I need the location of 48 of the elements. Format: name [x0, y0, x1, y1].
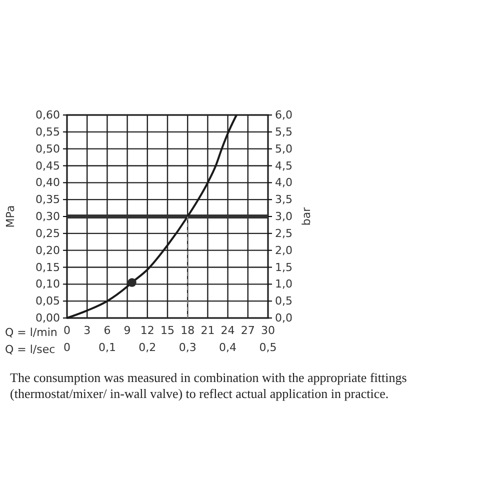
y-tick-label: 0,00: [36, 312, 60, 325]
x2-tick-label: 0,2: [138, 340, 156, 354]
y2-tick-label: 4,5: [275, 159, 292, 172]
x-tick-label: 21: [200, 324, 215, 337]
x2-tick-label: 0,3: [178, 340, 196, 354]
x2-axis-title: Q = l/sec: [5, 343, 56, 356]
y2-tick-label: 6,0: [275, 108, 292, 122]
y2-axis-title: bar: [300, 206, 313, 226]
y-tick-label: 0,35: [36, 193, 60, 206]
x-tick-label: 30: [261, 324, 275, 337]
y2-tick-label: 1,0: [275, 278, 292, 291]
y-tick-label: 0,20: [36, 244, 60, 257]
y2-tick-label: 3,5: [275, 193, 292, 206]
y-axis-title: MPa: [4, 205, 17, 228]
y-tick-label: 0,05: [36, 294, 60, 308]
y-tick-label: 0,40: [36, 176, 60, 190]
y2-tick-label: 4,0: [275, 176, 292, 190]
x-tick-label: 3: [84, 324, 91, 337]
y2-tick-label: 5,5: [275, 125, 292, 138]
x-tick-label: 18: [180, 324, 195, 337]
x-tick-label: 9: [124, 324, 131, 337]
y2-tick-label: 3,0: [275, 210, 292, 224]
y2-tick-label: 0,0: [275, 312, 292, 325]
y-tick-label: 0,15: [36, 260, 60, 274]
y-tick-label: 0,45: [36, 159, 60, 172]
x2-tick-label: 0,1: [98, 340, 116, 354]
text: The consumption was measured in combination with the appropriate fittings (thermostat/mixer/ in-wall valve) to reflect actual application in practice.: [10, 370, 408, 402]
y2-tick-label: 1,5: [275, 260, 292, 274]
x2-tick-label: 0,5: [259, 340, 277, 354]
x-tick-label: 24: [220, 324, 235, 337]
y2-tick-label: 0,5: [275, 294, 292, 308]
x2-tick-label: 0: [64, 340, 70, 354]
x-tick-label: 0: [64, 324, 70, 337]
x-tick-label: 15: [160, 324, 174, 337]
y-tick-label: 0,10: [36, 278, 60, 291]
y2-tick-label: 2,5: [275, 226, 292, 240]
y-tick-label: 0,50: [36, 142, 60, 156]
x-tick-label: 12: [140, 324, 154, 337]
y-tick-label: 0,30: [36, 210, 60, 224]
y2-tick-label: 5,0: [275, 142, 292, 156]
y-tick-label: 0,60: [36, 108, 60, 122]
y-tick-label: 0,25: [36, 226, 60, 240]
x-axis-title: Q = l/min: [5, 326, 58, 339]
x2-tick-label: 0,4: [219, 340, 237, 354]
x-tick-label: 6: [104, 324, 111, 337]
y-tick-label: 0,55: [36, 125, 60, 138]
y2-tick-label: 2,0: [275, 244, 292, 257]
x-tick-label: 27: [240, 324, 255, 337]
